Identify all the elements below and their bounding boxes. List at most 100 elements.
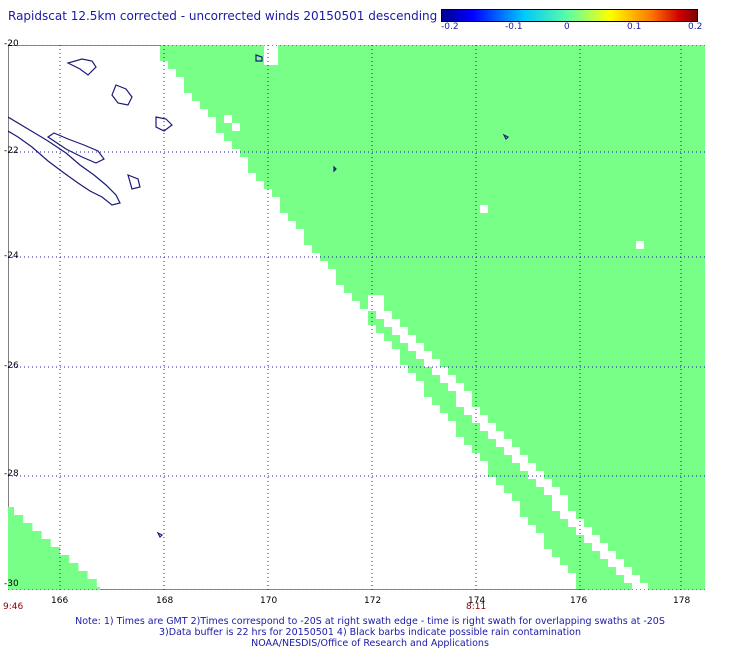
swath-cell (176, 69, 705, 77)
swath-cell (544, 533, 705, 541)
swath-cell (504, 447, 520, 455)
swath-cell (636, 241, 644, 249)
swath-cell (368, 317, 705, 325)
swath-cell (200, 101, 705, 109)
time-label-right: 8:11 (466, 602, 487, 612)
swath-cell (576, 527, 592, 535)
lat-label: -24 (4, 251, 19, 261)
swath-cell (344, 285, 705, 293)
swath-cell (216, 117, 705, 125)
swath-cell (552, 495, 568, 503)
swath-cell (368, 303, 384, 311)
swath-cell (424, 359, 440, 367)
lat-label: -22 (4, 146, 19, 156)
swath-cell (168, 61, 705, 69)
lon-label: 174 (468, 596, 486, 606)
swath-cell (488, 431, 504, 439)
swath-cell (400, 335, 416, 343)
swath-cell (504, 485, 705, 493)
swath-cell (328, 261, 705, 269)
swath-cell (480, 205, 488, 213)
swath-cell (536, 525, 705, 533)
swath-cell (8, 555, 70, 563)
swath-cell (520, 463, 536, 471)
swath-cell (552, 503, 568, 511)
lat-label: -20 (4, 39, 19, 49)
swath-cell (632, 583, 648, 590)
swath-cell (256, 173, 705, 181)
swath-cell (416, 351, 432, 359)
swath-cell (392, 327, 408, 335)
swath-cell (480, 423, 496, 431)
swath-cell (528, 517, 705, 525)
colorbar-label: -0.2 (441, 22, 459, 32)
swath-cell (616, 567, 632, 575)
swath-cell (608, 559, 624, 567)
lon-label: 166 (51, 596, 69, 606)
swath-cell (464, 407, 480, 415)
map-panel (8, 45, 705, 590)
swath-cell (560, 511, 576, 519)
swath-cell (440, 375, 456, 383)
colorbar-label: 0 (564, 22, 570, 32)
swath-cell (432, 397, 705, 405)
lon-label: 178 (673, 596, 691, 606)
swath-cell (424, 381, 705, 389)
lon-label: 176 (570, 596, 588, 606)
swath-cell (304, 229, 705, 237)
swath-cell (288, 213, 705, 221)
lon-label: 168 (156, 596, 174, 606)
swath-cell (464, 437, 705, 445)
swath-cell (552, 549, 705, 557)
swath-cell (560, 557, 705, 565)
swath-cell (240, 149, 705, 157)
swath-cell (376, 325, 705, 333)
swath-cell (408, 365, 705, 373)
swath-cell (400, 349, 705, 357)
swath-cell (432, 367, 448, 375)
swath-cell (312, 245, 705, 253)
swath-cell (336, 269, 705, 277)
swath-cell (184, 85, 705, 93)
swath-cell (232, 123, 240, 131)
colorbar-gradient (441, 9, 698, 22)
swath-cell (448, 383, 464, 391)
swath-cell (440, 405, 705, 413)
swath-cell (208, 109, 705, 117)
swath-cell (8, 523, 33, 531)
swath-cell (224, 115, 232, 123)
swath-cell (456, 391, 472, 399)
swath-cell (376, 311, 392, 319)
note-line-3: NOAA/NESDIS/Office of Research and Appli… (251, 638, 489, 649)
swath-cell (264, 181, 705, 189)
swath-cell (272, 189, 705, 197)
swath-cell (584, 535, 600, 543)
swath-cell (296, 221, 705, 229)
swath-cell (480, 453, 705, 461)
swath-cell (360, 301, 705, 309)
note-line-2: 3)Data buffer is 22 hrs for 20150501 4) … (159, 627, 581, 638)
swath-cell (424, 389, 705, 397)
lon-label: 172 (364, 596, 382, 606)
swath-cell (160, 45, 705, 53)
swath-cell (304, 237, 705, 245)
swath-cell (488, 461, 705, 469)
swath-cell (8, 579, 97, 587)
swath-cell (352, 293, 705, 301)
swath-cell (232, 141, 705, 149)
swath-cell (544, 487, 560, 495)
swath-cell (280, 205, 705, 213)
swath-cell (8, 507, 14, 515)
colorbar-label: -0.1 (505, 22, 523, 32)
swath-cell (400, 357, 705, 365)
lat-label: -30 (4, 579, 19, 589)
swath-cell (8, 515, 24, 523)
swath-cell (544, 541, 705, 549)
swath-cell (592, 543, 608, 551)
swath-cell (264, 45, 278, 65)
colorbar-label: 0.1 (627, 22, 642, 32)
swath-cell (392, 341, 705, 349)
swath-cell (336, 277, 705, 285)
swath-cell (384, 319, 400, 327)
swath-cell (224, 133, 705, 141)
